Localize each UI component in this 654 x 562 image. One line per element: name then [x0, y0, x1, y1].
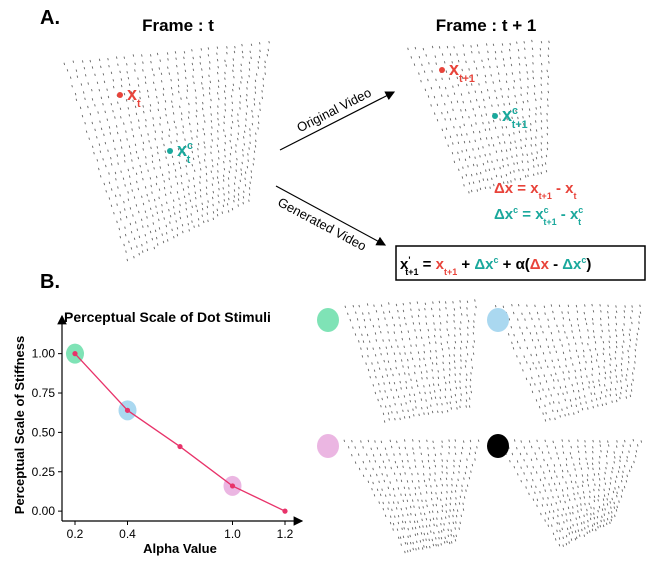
frame-title: Frame : t + 1 [436, 16, 537, 35]
formula-text: = x [518, 206, 544, 223]
y-tick-label: 0.00 [32, 504, 56, 518]
formula: xt+1​ [449, 59, 475, 85]
superscript: c [187, 140, 193, 152]
dot-field [344, 439, 479, 553]
subscript: t+1 [405, 267, 418, 277]
superscript: c [544, 205, 549, 215]
formula-text: = [419, 256, 436, 273]
dot-field [495, 304, 640, 422]
formula-text: - [549, 256, 562, 273]
panel-label: A. [40, 7, 60, 29]
x-tick-label: 1.0 [224, 527, 241, 541]
formula-text: - x [557, 206, 579, 223]
subscript: t+1 [539, 191, 552, 201]
y-tick-label: 1.00 [32, 347, 56, 361]
formula: x't+1​ = xt+1​ + Δxc​ + α(Δx - Δxc​) [400, 255, 591, 277]
superscript: c [512, 105, 518, 117]
subscript: t+1 [444, 267, 457, 277]
arrow-label: Generated Video [275, 194, 369, 253]
formula: xct+1​ [502, 105, 528, 131]
y-tick-label: 0.75 [32, 386, 56, 400]
superscript: c [578, 205, 583, 215]
subscript: t+1 [512, 119, 528, 131]
panel-label: B. [40, 271, 60, 293]
y-axis-label: Perceptual Scale of Stiffness [12, 336, 27, 514]
dot-field [64, 41, 269, 261]
dot-field [408, 40, 550, 194]
formula: Δxc​ = xct+1​ - xct​ [494, 205, 583, 227]
formula-text: x [502, 105, 512, 125]
stimulus-swatch [317, 308, 339, 332]
formula-text: Δx [562, 256, 582, 273]
line [75, 354, 285, 511]
formula-text: + [457, 256, 474, 273]
subscript: t [574, 191, 577, 201]
page: { "panel_a": { "label": "A.", "frame_lef… [0, 0, 654, 562]
formula-text: Δx [494, 206, 514, 223]
point [125, 408, 130, 413]
chart-title: Perceptual Scale of Dot Stimuli [64, 309, 271, 325]
formula-text: x [449, 59, 459, 79]
x-axis-label: Alpha Value [143, 541, 217, 556]
point [230, 483, 235, 488]
figure: A. Frame : t Frame : t + 1 Original Vide… [0, 0, 654, 562]
x-tick-label: 0.4 [119, 527, 136, 541]
superscript: ' [408, 255, 410, 265]
point [282, 509, 287, 514]
dot-field [499, 439, 642, 547]
formula-text: x [127, 84, 137, 104]
x-tick-label: 1.2 [277, 527, 294, 541]
formula: xt​ [127, 84, 141, 110]
tracked-point [492, 113, 498, 119]
stimulus-swatch [317, 434, 339, 458]
frame-title: Frame : t [142, 16, 214, 35]
x-tick-label: 0.2 [67, 527, 84, 541]
subscript: t [137, 98, 141, 110]
stimulus-swatch [487, 434, 509, 458]
stimulus-swatch [487, 308, 509, 332]
formula-text: - x [552, 180, 574, 197]
formula-text: Δx [530, 256, 550, 273]
tracked-point [167, 148, 173, 154]
point [177, 444, 182, 449]
formula: Δx = xt+1​ - xt​ [494, 180, 577, 201]
subscript: t+1 [459, 73, 475, 85]
formula-text: Δx [474, 256, 494, 273]
formula-text: ) [586, 256, 591, 273]
tracked-point [439, 67, 445, 73]
dot-field [345, 299, 476, 422]
formula-text: + α( [498, 256, 529, 273]
arrow-label: Original Video [294, 85, 373, 135]
formula-text: x [177, 140, 187, 160]
formula-text: Δx = x [494, 180, 539, 197]
subscript: t+1 [543, 217, 556, 227]
tracked-point [117, 92, 123, 98]
subscript: t [578, 217, 581, 227]
y-tick-label: 0.50 [32, 425, 56, 439]
y-tick-label: 0.25 [32, 465, 56, 479]
point [72, 351, 77, 356]
